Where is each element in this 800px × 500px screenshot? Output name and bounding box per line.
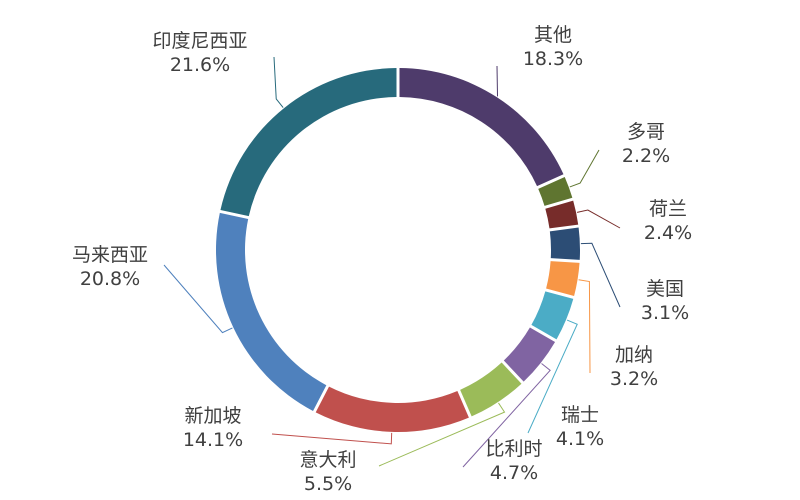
leader-line (496, 65, 499, 97)
donut-slice (399, 68, 564, 187)
donut-slice (315, 386, 469, 433)
slice-percent: 3.2% (610, 368, 658, 390)
slice-label: 瑞士 (561, 404, 599, 426)
slice-percent: 3.1% (641, 302, 689, 324)
slice-label: 马来西亚 (72, 244, 148, 266)
leader-line (578, 279, 591, 374)
slice-label: 美国 (646, 278, 684, 300)
donut-slice (546, 261, 580, 297)
slice-label: 其他 (534, 24, 572, 46)
slice-percent: 4.7% (490, 462, 538, 484)
slice-percent: 2.4% (644, 222, 692, 244)
leader-line (576, 209, 621, 229)
donut-slice (538, 176, 573, 206)
leader-line (462, 363, 551, 468)
slice-percent: 20.8% (80, 268, 140, 290)
donut-slice (460, 362, 522, 417)
leader-line (273, 56, 284, 108)
leader-line (580, 242, 621, 308)
leader-line (378, 402, 506, 467)
donut-slice (503, 327, 556, 382)
leader-line (271, 432, 393, 445)
slice-percent: 4.1% (556, 428, 604, 450)
slice-percent: 14.1% (183, 429, 243, 451)
donut-slice (545, 200, 579, 229)
slice-label: 新加坡 (184, 405, 241, 427)
leader-line (527, 319, 578, 434)
slice-label: 荷兰 (649, 198, 687, 220)
slice-label: 比利时 (485, 438, 542, 460)
donut-slice (220, 68, 397, 217)
slice-percent: 21.6% (170, 54, 230, 76)
donut-slice (216, 212, 327, 411)
donut-slice (531, 291, 574, 340)
slice-label: 意大利 (299, 449, 356, 471)
slice-percent: 2.2% (622, 145, 670, 167)
slice-label: 印度尼西亚 (152, 30, 247, 52)
slice-label: 多哥 (627, 121, 665, 143)
leader-line (163, 264, 233, 334)
donut-slice (549, 227, 581, 260)
slice-percent: 5.5% (304, 473, 352, 495)
slice-label: 加纳 (615, 344, 653, 366)
slice-percent: 18.3% (523, 48, 583, 70)
leader-line (569, 149, 600, 188)
